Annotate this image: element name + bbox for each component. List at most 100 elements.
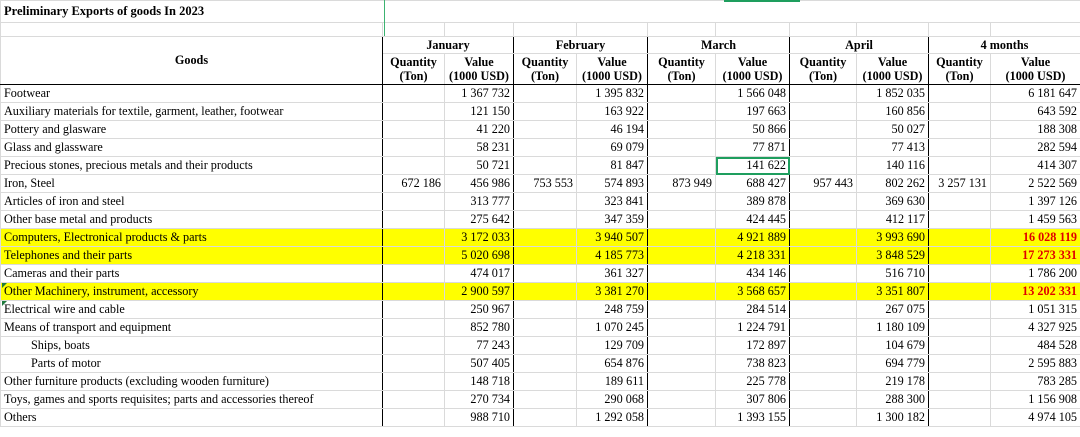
quantity-cell[interactable] — [513, 408, 577, 427]
goods-name-cell[interactable]: Pottery and glasware — [0, 120, 383, 139]
value-cell[interactable]: 688 427 — [715, 174, 790, 193]
value-cell[interactable]: 1 292 058 — [576, 408, 648, 427]
total-value-cell[interactable]: 16 028 119 — [989, 228, 1080, 247]
total-value-cell[interactable]: 4 327 925 — [989, 318, 1080, 337]
quantity-cell[interactable] — [789, 390, 857, 409]
quantity-cell[interactable] — [789, 282, 857, 301]
quantity-cell[interactable] — [513, 120, 577, 139]
value-cell[interactable]: 290 068 — [576, 390, 648, 409]
value-cell[interactable]: 5 020 698 — [444, 246, 514, 265]
quantity-header-4[interactable]: Quantity (Ton) — [928, 53, 991, 85]
value-cell[interactable]: 1 070 245 — [576, 318, 648, 337]
value-cell[interactable]: 3 172 033 — [444, 228, 514, 247]
value-cell[interactable]: 412 117 — [856, 210, 929, 229]
quantity-cell[interactable] — [382, 390, 445, 409]
quantity-cell[interactable] — [928, 390, 991, 409]
quantity-cell[interactable] — [647, 210, 716, 229]
value-cell[interactable]: 3 848 529 — [856, 246, 929, 265]
value-cell[interactable]: 654 876 — [576, 354, 648, 373]
quantity-cell[interactable] — [647, 372, 716, 391]
quantity-cell[interactable] — [647, 102, 716, 121]
quantity-cell[interactable] — [928, 228, 991, 247]
quantity-cell[interactable] — [513, 102, 577, 121]
quantity-cell[interactable] — [928, 138, 991, 157]
quantity-cell[interactable] — [789, 408, 857, 427]
quantity-cell[interactable] — [382, 372, 445, 391]
quantity-cell[interactable] — [789, 246, 857, 265]
value-cell[interactable]: 163 922 — [576, 102, 648, 121]
quantity-cell[interactable]: 873 949 — [647, 174, 716, 193]
quantity-cell[interactable] — [513, 156, 577, 175]
goods-name-cell[interactable]: Glass and glassware — [0, 138, 383, 157]
goods-name-cell[interactable]: Parts of motor — [0, 354, 383, 373]
value-cell[interactable]: 424 445 — [715, 210, 790, 229]
goods-name-cell[interactable]: Means of transport and equipment — [0, 318, 383, 337]
quantity-cell[interactable] — [513, 264, 577, 283]
value-cell[interactable]: 58 231 — [444, 138, 514, 157]
quantity-cell[interactable] — [382, 318, 445, 337]
value-header-3[interactable]: Value (1000 USD) — [856, 53, 929, 85]
quantity-cell[interactable] — [382, 192, 445, 211]
quantity-cell[interactable] — [789, 354, 857, 373]
quantity-cell[interactable] — [928, 282, 991, 301]
goods-header[interactable]: Goods — [0, 36, 383, 85]
value-cell[interactable]: 284 514 — [715, 300, 790, 319]
quantity-cell[interactable] — [928, 318, 991, 337]
quantity-cell[interactable] — [513, 246, 577, 265]
quantity-cell[interactable] — [928, 120, 991, 139]
total-value-cell[interactable]: 643 592 — [989, 102, 1080, 121]
quantity-cell[interactable] — [382, 408, 445, 427]
value-cell[interactable]: 3 940 507 — [576, 228, 648, 247]
quantity-cell[interactable] — [647, 336, 716, 355]
value-cell[interactable]: 77 871 — [715, 138, 790, 157]
value-cell[interactable]: 81 847 — [576, 156, 648, 175]
value-cell[interactable]: 121 150 — [444, 102, 514, 121]
value-cell[interactable]: 189 611 — [576, 372, 648, 391]
quantity-cell[interactable] — [789, 264, 857, 283]
value-cell[interactable]: 225 778 — [715, 372, 790, 391]
quantity-cell[interactable] — [382, 282, 445, 301]
quantity-cell[interactable] — [647, 264, 716, 283]
quantity-header-1[interactable]: Quantity (Ton) — [513, 53, 577, 85]
quantity-cell[interactable] — [647, 246, 716, 265]
quantity-header-3[interactable]: Quantity (Ton) — [789, 53, 857, 85]
total-value-cell[interactable]: 783 285 — [989, 372, 1080, 391]
value-cell[interactable]: 69 079 — [576, 138, 648, 157]
quantity-cell[interactable] — [928, 408, 991, 427]
quantity-cell[interactable] — [647, 408, 716, 427]
value-header-1[interactable]: Value (1000 USD) — [576, 53, 648, 85]
quantity-cell[interactable]: 672 186 — [382, 174, 445, 193]
value-cell[interactable]: 41 220 — [444, 120, 514, 139]
month-header-march[interactable]: March — [647, 36, 790, 54]
month-header-february[interactable]: February — [513, 36, 648, 54]
total-value-cell[interactable]: 282 594 — [989, 138, 1080, 157]
value-cell[interactable]: 3 351 807 — [856, 282, 929, 301]
quantity-header-0[interactable]: Quantity (Ton) — [382, 53, 445, 85]
quantity-cell[interactable] — [928, 354, 991, 373]
total-value-cell[interactable]: 4 974 105 — [989, 408, 1080, 427]
value-cell[interactable]: 4 218 331 — [715, 246, 790, 265]
value-cell[interactable]: 46 194 — [576, 120, 648, 139]
goods-name-cell[interactable]: Other Machinery, instrument, accessory — [0, 282, 383, 301]
quantity-cell[interactable] — [513, 300, 577, 319]
value-cell[interactable]: 250 967 — [444, 300, 514, 319]
goods-name-cell[interactable]: Cameras and their parts — [0, 264, 383, 283]
total-value-cell[interactable]: 6 181 647 — [989, 84, 1080, 103]
goods-name-cell[interactable]: Auxiliary materials for textile, garment… — [0, 102, 383, 121]
value-cell[interactable]: 129 709 — [576, 336, 648, 355]
quantity-cell[interactable] — [647, 192, 716, 211]
value-cell[interactable]: 313 777 — [444, 192, 514, 211]
quantity-cell[interactable] — [789, 156, 857, 175]
value-cell[interactable]: 50 721 — [444, 156, 514, 175]
value-cell[interactable]: 77 243 — [444, 336, 514, 355]
value-header-0[interactable]: Value (1000 USD) — [444, 53, 514, 85]
quantity-cell[interactable] — [382, 336, 445, 355]
quantity-cell[interactable]: 3 257 131 — [928, 174, 991, 193]
value-cell[interactable]: 802 262 — [856, 174, 929, 193]
quantity-cell[interactable] — [928, 210, 991, 229]
quantity-cell[interactable] — [513, 84, 577, 103]
quantity-cell[interactable] — [789, 318, 857, 337]
quantity-cell[interactable] — [513, 354, 577, 373]
quantity-cell[interactable] — [382, 138, 445, 157]
quantity-cell[interactable] — [382, 246, 445, 265]
